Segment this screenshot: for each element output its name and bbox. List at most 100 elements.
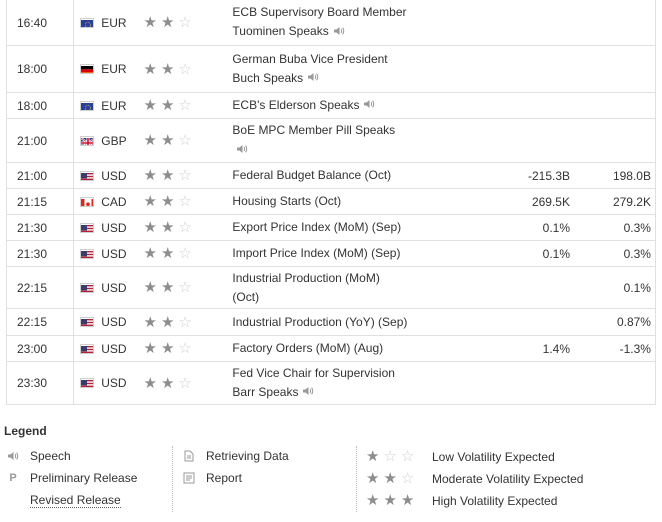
currency-code: EUR [101,98,127,113]
de-flag-icon [80,64,95,74]
report-icon [182,472,196,484]
event-time: 22:15 [7,267,75,308]
event-currency: USD [74,342,139,356]
legend-title: Legend [4,424,47,438]
event-row[interactable]: 21:15 CAD ★ ★ ☆ Housing Starts (Oct) 269.5… [7,189,655,215]
event-title-line1[interactable]: Industrial Production (MoM) [232,270,380,285]
event-row[interactable]: 21:00 USD ★ ★ ☆ Federal Budget Balance (Oc… [7,163,655,189]
event-title-line1[interactable]: German Buba Vice President [232,51,388,66]
star-icon: ☆ [178,167,192,184]
eu-flag-icon [80,17,95,28]
star-icon: ☆ [178,219,192,236]
star-icon: ★ [143,340,157,357]
event-title-line1[interactable]: Industrial Production (YoY) (Sep) [232,314,408,329]
legend-high-label: High Volatility Expected [432,493,558,508]
event-row[interactable]: 16:40 EUR ★ ★ ☆ ECB Supervisory Board Memb… [7,0,655,46]
event-name: German Buba Vice President Buch Speaks [224,50,449,88]
event-title-line1[interactable]: Import Price Index (MoM) (Sep) [232,246,401,260]
event-row[interactable]: 22:15 USD ★ ★ ☆ Industrial Production (YoY… [7,309,655,336]
star-icon: ★ [160,60,175,78]
event-previous: 0.3% [623,220,651,235]
event-title-line1[interactable]: Export Price Index (MoM) (Sep) [232,220,402,234]
speaker-icon [302,383,314,402]
event-title-line1[interactable]: Fed Vice Chair for Supervision [232,365,395,380]
event-row[interactable]: 18:00 EUR ★ ★ ☆ German Buba Vice President… [7,46,655,93]
legend-preliminary-label: Preliminary Release [30,471,138,485]
star-icon: ★ [143,219,157,236]
speaker-icon [333,23,345,42]
event-title-line1[interactable]: Factory Orders (MoM) (Aug) [232,341,384,355]
event-row[interactable]: 21:30 USD ★ ★ ☆ Export Price Index (MoM) (… [7,215,655,241]
event-previous: 198.0B [612,168,651,183]
event-time: 21:30 [7,241,75,266]
economic-calendar-table: 16:40 EUR ★ ★ ☆ ECB Supervisory Board Memb… [6,0,656,405]
volatility-stars: ★ ★ ☆ [139,220,224,235]
volatility-stars: ★ ★ ☆ [139,98,224,113]
event-row[interactable]: 21:30 USD ★ ★ ☆ Import Price Index (MoM) (… [7,241,655,267]
event-forecast: 1.4% [542,341,570,356]
currency-code: CAD [101,194,127,209]
event-title-line1[interactable]: ECB's Elderson Speaks [232,97,360,112]
event-name: ECB Supervisory Board Member Tuominen Spe… [224,3,449,41]
volatility-stars: ★ ★ ☆ [139,62,224,77]
event-currency: USD [74,221,139,235]
star-icon: ★ [160,219,175,236]
star-icon: ★ [160,193,175,210]
event-row[interactable]: 21:00 GBP ★ ★ ☆ BoE MPC Member Pill Speaks [7,119,655,163]
event-title-line1[interactable]: Federal Budget Balance (Oct) [232,168,392,182]
star-icon: ☆ [178,193,192,210]
event-title-line2[interactable]: Buch Speaks [232,70,304,85]
star-icon: ★ [143,279,157,296]
legend-moderate: ★ ★ ☆ Moderate Volatility Expected [366,471,583,486]
event-name: Industrial Production (MoM) (Oct) [224,269,449,307]
star-icon: ☆ [178,279,192,296]
star-icon: ★ [160,14,175,31]
legend-preliminary: P Preliminary Release [6,471,137,485]
star-icon: ★ [143,245,157,262]
star-icon: ★ [143,132,157,149]
star-icon: ★ [143,97,157,114]
event-time: 21:30 [7,215,75,240]
ca-flag-icon [80,196,95,207]
star-icon: ☆ [178,97,192,114]
star-icon: ☆ [178,60,192,78]
event-name: Factory Orders (MoM) (Aug) [224,339,449,358]
event-previous: 0.1% [623,280,651,295]
event-title-line1[interactable]: ECB Supervisory Board Member [232,5,407,20]
event-row[interactable]: 23:30 USD ★ ★ ☆ Fed Vice Chair for Supervi… [7,362,655,404]
currency-code: EUR [101,62,127,76]
volatility-stars: ★ ★ ☆ [139,246,224,261]
star-icon: ★ [143,374,157,392]
eu-flag-icon [80,100,95,111]
event-time: 18:00 [7,46,75,92]
event-title-line2[interactable]: Tuominen Speaks [232,24,329,39]
legend-divider [356,446,357,512]
star-icon: ★ [143,313,157,331]
event-title-line1[interactable]: BoE MPC Member Pill Speaks [232,123,396,138]
star-icon: ★ [160,132,175,149]
currency-code: USD [101,246,127,261]
currency-code: USD [101,168,127,183]
event-forecast: 0.1% [542,246,570,261]
event-time: 18:00 [7,93,75,118]
event-row[interactable]: 23:00 USD ★ ★ ☆ Factory Orders (MoM) (Aug)… [7,336,655,362]
currency-code: USD [101,315,127,329]
currency-code: GBP [101,133,127,148]
event-row[interactable]: 18:00 EUR ★ ★ ☆ ECB's Elderson Speaks [7,93,655,119]
event-forecast: 0.1% [542,220,570,235]
legend-retrieving-label: Retrieving Data [206,449,289,463]
event-name: Export Price Index (MoM) (Sep) [224,218,449,237]
event-previous: -1.3% [619,341,651,356]
volatility-stars: ★ ★ ☆ [139,168,224,183]
event-currency: CAD [74,195,139,209]
event-currency: EUR [74,16,139,30]
event-title-line1[interactable]: Housing Starts (Oct) [232,194,342,208]
speaker-icon [363,96,375,115]
star-icon: ★ [143,60,157,78]
currency-code: USD [101,341,127,356]
event-row[interactable]: 22:15 USD ★ ★ ☆ Industrial Production (MoM… [7,267,655,309]
event-title-line2[interactable]: Barr Speaks [232,384,299,399]
event-time: 21:00 [7,119,75,162]
event-title-line2[interactable]: (Oct) [232,289,260,304]
star-icon: ☆ [178,340,192,357]
